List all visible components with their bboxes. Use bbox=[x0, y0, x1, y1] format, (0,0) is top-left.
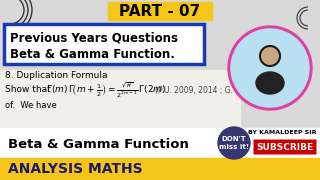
Text: 8. Duplication Formula: 8. Duplication Formula bbox=[5, 71, 108, 80]
Text: ANALYSIS MATHS: ANALYSIS MATHS bbox=[8, 162, 143, 176]
Bar bbox=[0, 128, 320, 158]
Text: DON'T
miss it!: DON'T miss it! bbox=[219, 136, 249, 150]
Bar bbox=[108, 2, 212, 20]
Text: Show that: Show that bbox=[5, 86, 57, 94]
Text: PART - 07: PART - 07 bbox=[119, 4, 201, 19]
Circle shape bbox=[218, 127, 250, 159]
Text: Beta & Gamma Function.: Beta & Gamma Function. bbox=[10, 48, 175, 60]
FancyBboxPatch shape bbox=[4, 24, 204, 64]
Text: of.  We have: of. We have bbox=[5, 102, 57, 111]
Text: $\Gamma(m)\,\Gamma\!\left(m+\frac{1}{2}\right)=\frac{\sqrt{\pi}}{2^{2m-1}}\,\Gam: $\Gamma(m)\,\Gamma\!\left(m+\frac{1}{2}\… bbox=[46, 80, 166, 100]
Text: BY KAMALDEEP SIR: BY KAMALDEEP SIR bbox=[248, 129, 316, 134]
Bar bbox=[0, 70, 240, 128]
Ellipse shape bbox=[256, 72, 284, 94]
Text: Beta & Gamma Function: Beta & Gamma Function bbox=[8, 138, 189, 150]
Bar bbox=[0, 158, 320, 180]
Text: Previous Years Questions: Previous Years Questions bbox=[10, 31, 178, 44]
Bar bbox=[0, 0, 320, 128]
Text: (P.U. 2009, 2014 ; G.: (P.U. 2009, 2014 ; G. bbox=[155, 86, 233, 94]
FancyBboxPatch shape bbox=[253, 140, 316, 154]
Text: SUBSCRIBE: SUBSCRIBE bbox=[256, 143, 314, 152]
Circle shape bbox=[260, 46, 280, 66]
Circle shape bbox=[231, 29, 309, 107]
Circle shape bbox=[228, 26, 312, 110]
